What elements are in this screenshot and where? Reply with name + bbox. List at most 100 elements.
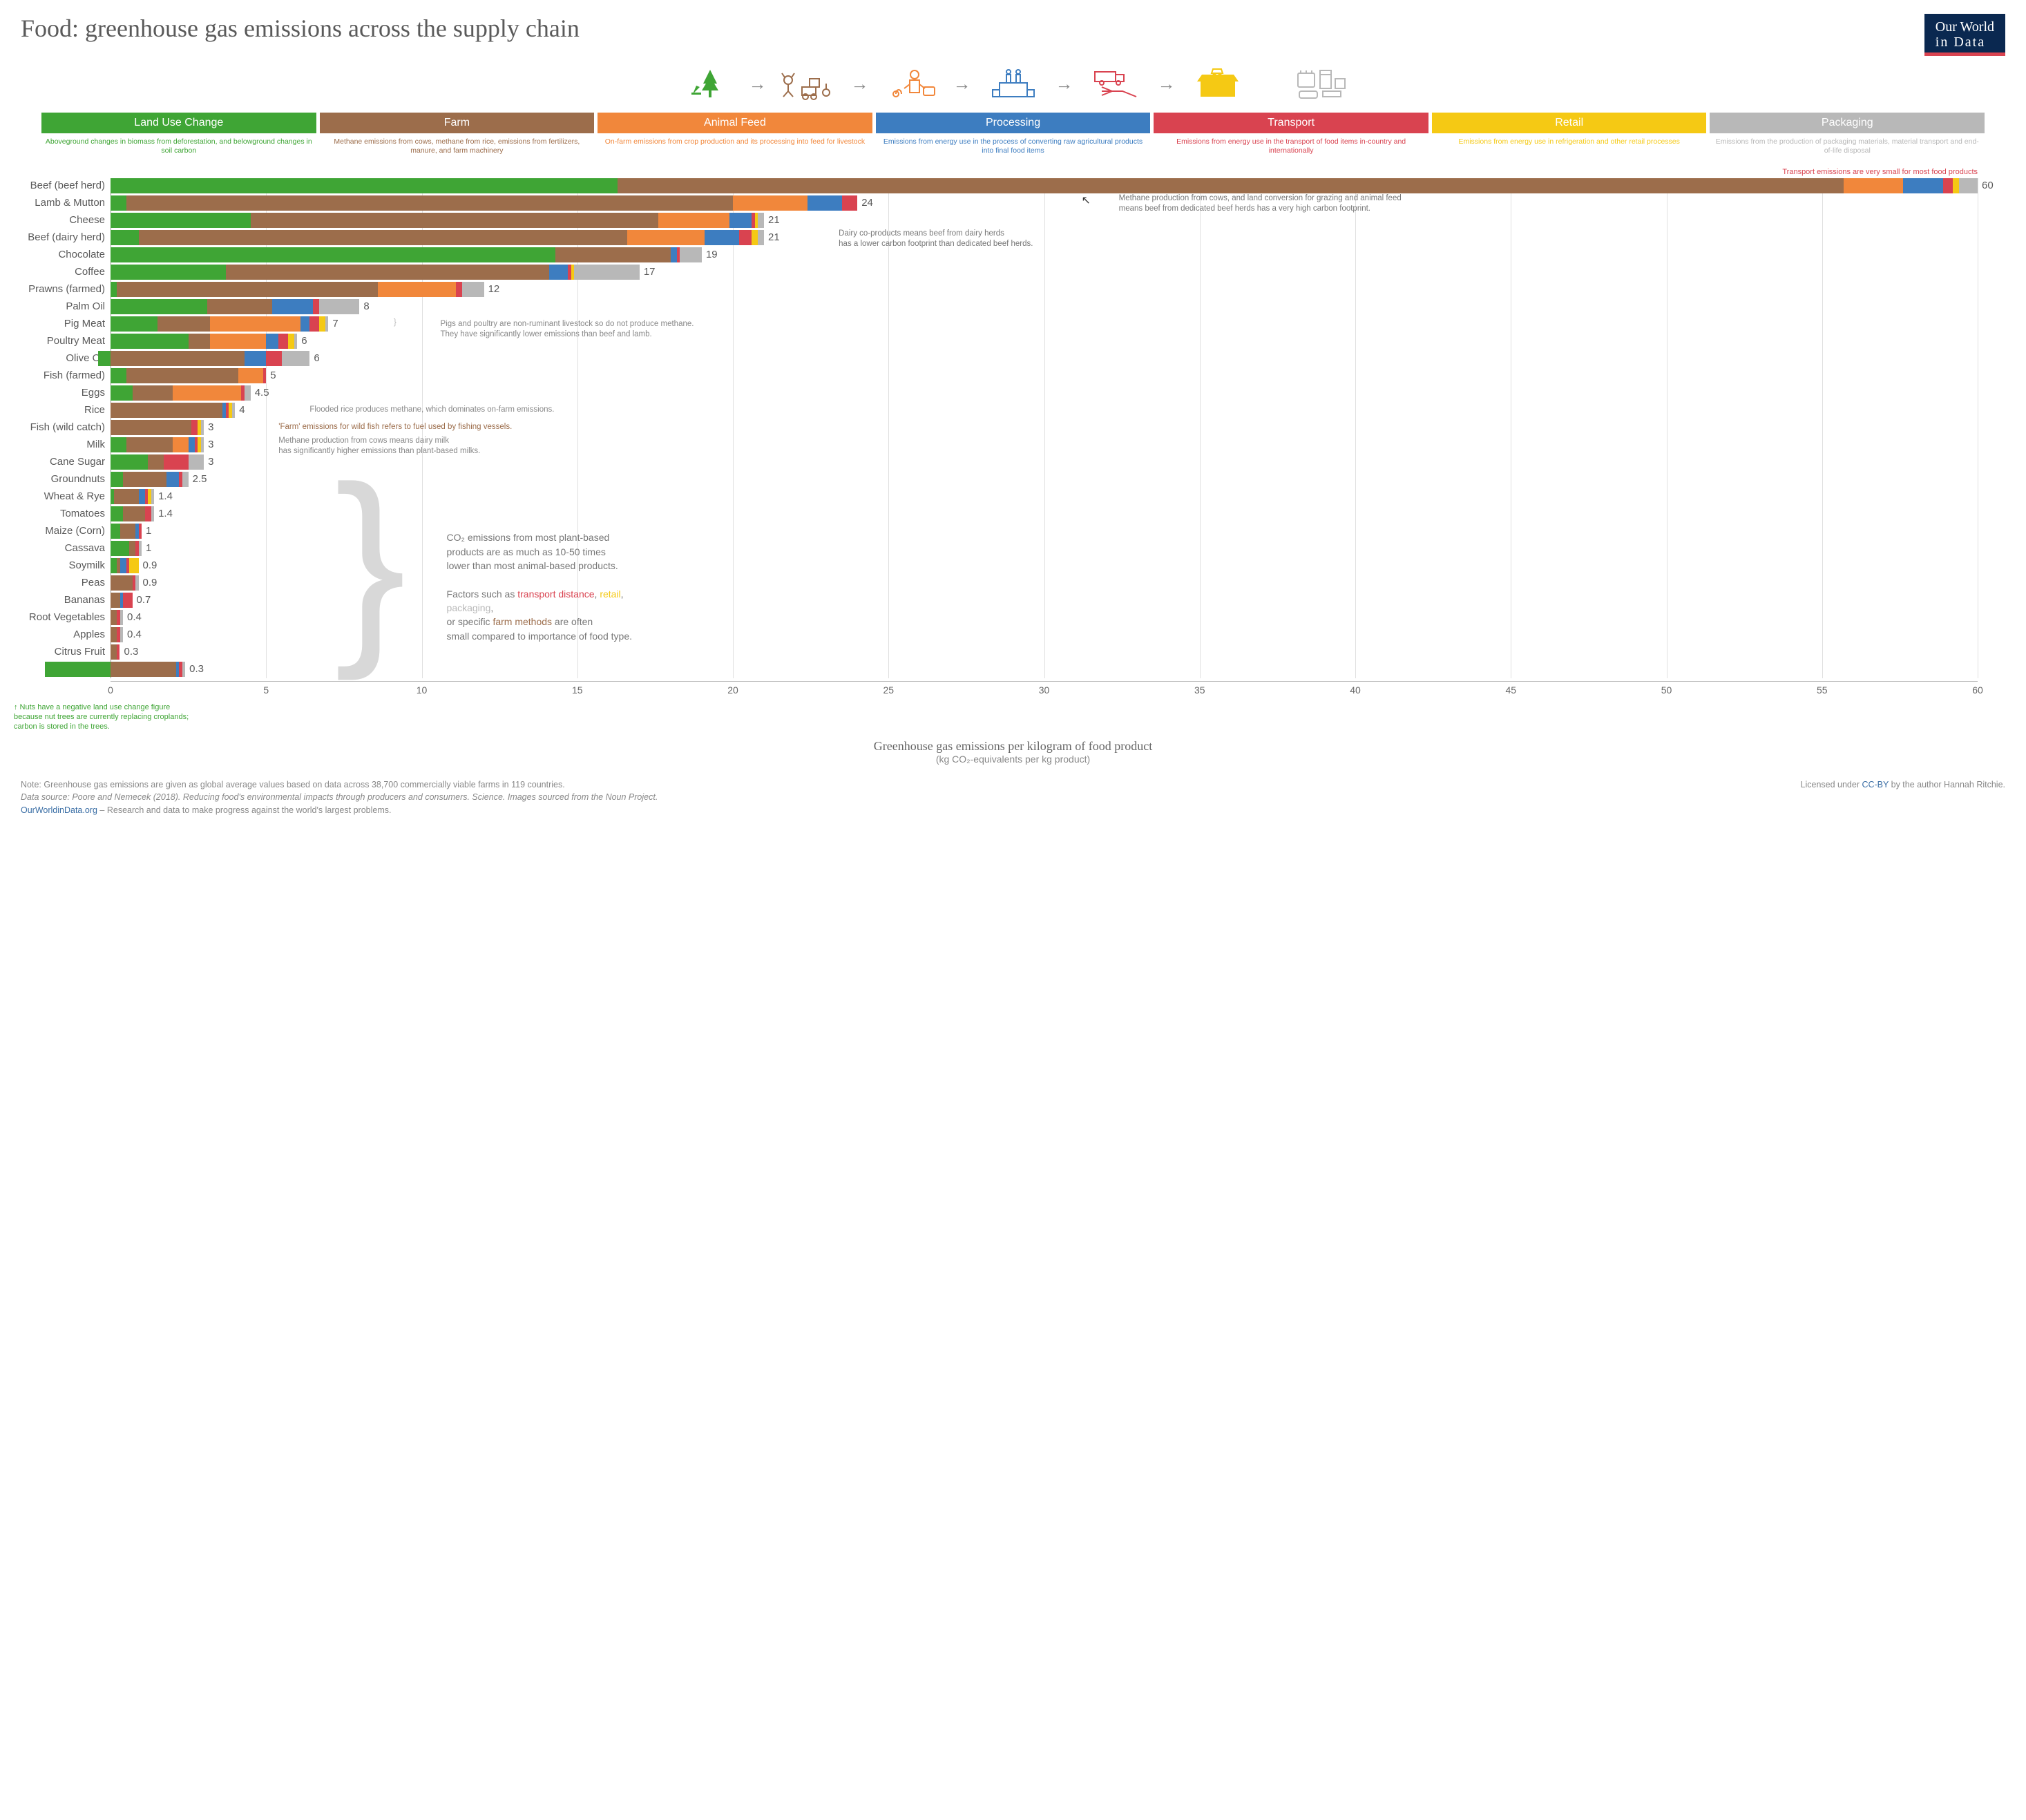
bar-value: 3 [208, 420, 213, 435]
bar [111, 316, 328, 332]
segment-feed [733, 195, 807, 211]
bar-label: Rice [15, 403, 105, 418]
segment-transport [1943, 178, 1953, 193]
segment-packaging [319, 299, 360, 314]
segment-transport [123, 593, 133, 608]
bar-label: Milk [15, 437, 105, 452]
segment-transport [263, 368, 267, 383]
segment-land_use [111, 247, 555, 262]
xtick: 30 [1039, 684, 1050, 696]
legend-desc-farm: Methane emissions from cows, methane fro… [320, 137, 595, 155]
segment-transport [139, 524, 142, 539]
segment-farm [251, 213, 658, 228]
logo-line2: in Data [1936, 35, 1994, 50]
segment-land_use [111, 368, 126, 383]
xtick: 40 [1350, 684, 1361, 696]
segment-farm [139, 230, 627, 245]
segment-farm [129, 541, 135, 556]
segment-transport [266, 351, 282, 366]
legend-desc-feed: On-farm emissions from crop production a… [598, 137, 872, 155]
segment-packaging [1959, 178, 1978, 193]
segment-farm [114, 489, 139, 504]
segment-farm [618, 178, 1844, 193]
segment-farm [123, 506, 145, 521]
segment-feed [210, 334, 266, 349]
segment-farm [555, 247, 671, 262]
segment-land_use [111, 299, 207, 314]
bar [111, 593, 133, 608]
legend-processing: Processing [876, 113, 1151, 133]
segment-farm [148, 454, 164, 470]
segment-transport [313, 299, 319, 314]
bar-value: 60 [1982, 178, 1994, 193]
bar [111, 334, 297, 349]
bar-value: 2.5 [193, 472, 207, 487]
segment-land_use [111, 385, 133, 401]
annotation: 'Farm' emissions for wild fish refers to… [278, 422, 512, 432]
segment-farm [117, 282, 378, 297]
bars-container: Beef (beef herd)60↖Methane production fr… [111, 178, 1978, 677]
bar-value: 4 [239, 403, 245, 418]
segment-land_use [111, 558, 117, 573]
bar-value: 1.4 [158, 489, 173, 504]
segment-packaging [232, 403, 236, 418]
bar [111, 558, 139, 573]
bar-value: 19 [706, 247, 718, 262]
bar-label: Groundnuts [15, 472, 105, 487]
segment-feed [627, 230, 705, 245]
legend-feed: Animal Feed [598, 113, 872, 133]
bar-label: Tomatoes [15, 506, 105, 521]
bar [111, 282, 484, 297]
bar-row: Eggs4.5 [111, 385, 1978, 401]
segment-processing [300, 316, 310, 332]
xtick: 20 [727, 684, 738, 696]
xtick: 5 [263, 684, 269, 696]
bar-value: 12 [488, 282, 500, 297]
xtick: 60 [1972, 684, 1983, 696]
bar [111, 662, 185, 677]
bar-label: Eggs [15, 385, 105, 401]
segment-packaging [201, 420, 204, 435]
segment-farm [123, 472, 166, 487]
footer-site-link[interactable]: OurWorldinData.org [21, 805, 97, 815]
logo-line1: Our World [1936, 19, 1994, 35]
bar-row: Beef (dairy herd)21Dairy co-products mea… [111, 230, 1978, 245]
x-axis-subtitle: (kg CO₂-equivalents per kg product) [21, 754, 2005, 765]
footer: Note: Greenhouse gas emissions are given… [21, 778, 2005, 817]
segment-transport [456, 282, 462, 297]
feed-icon [873, 63, 949, 104]
bar-row: Beef (beef herd)60↖Methane production fr… [111, 178, 1978, 193]
x-axis-title: Greenhouse gas emissions per kilogram of… [21, 739, 2005, 754]
bar [111, 506, 154, 521]
bar-label: Fish (wild catch) [15, 420, 105, 435]
bar-label: Wheat & Rye [15, 489, 105, 504]
arrow-icon: → [747, 73, 768, 95]
segment-packaging [680, 247, 702, 262]
segment-packaging [282, 351, 310, 366]
license-link[interactable]: CC-BY [1862, 780, 1889, 789]
annotation: } [394, 318, 396, 327]
segment-land_use [111, 506, 123, 521]
bar-row: Chocolate19 [111, 247, 1978, 262]
bar [111, 195, 857, 211]
segment-packaging [151, 489, 155, 504]
segment-transport [842, 195, 858, 211]
footer-site-text: – Research and data to make progress aga… [97, 805, 392, 815]
bar-value: 1.4 [158, 506, 173, 521]
bar-value: 5 [270, 368, 276, 383]
segment-farm [111, 420, 191, 435]
arrow-icon: → [1156, 73, 1177, 95]
bar-value: 0.3 [189, 662, 204, 677]
legend-desc-land_use: Aboveground changes in biomass from defo… [41, 137, 316, 155]
bar-value: 1 [146, 541, 151, 556]
bar-value: 0.9 [143, 558, 157, 573]
segment-processing [139, 489, 145, 504]
bar-row: Olive Oil6 [111, 351, 1978, 366]
segment-processing [166, 472, 179, 487]
xtick: 0 [108, 684, 113, 696]
segment-transport [739, 230, 752, 245]
segment-transport [117, 644, 120, 660]
bar [111, 299, 359, 314]
segment-land_use [111, 195, 126, 211]
segment-transport [278, 334, 288, 349]
